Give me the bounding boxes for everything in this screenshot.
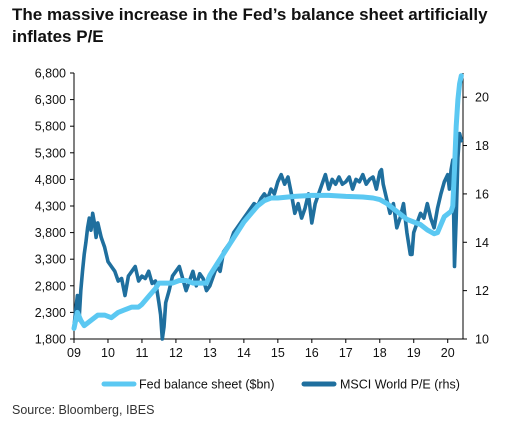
x-tick-label: 16: [305, 346, 319, 360]
right-tick-label: 16: [475, 187, 489, 201]
left-tick-label: 3,800: [35, 226, 66, 240]
left-tick-label: 5,300: [35, 146, 66, 160]
x-axis-ticks: 09 10 11 12 13 14 15 16 17 18 19 20: [67, 339, 455, 360]
x-tick-label: 09: [67, 346, 81, 360]
x-tick-label: 11: [135, 346, 148, 360]
x-tick-label: 18: [373, 346, 387, 360]
x-tick-label: 20: [441, 346, 455, 360]
chart-title: The massive increase in the Fed’s balanc…: [12, 5, 488, 46]
left-tick-label: 6,800: [35, 67, 66, 81]
x-tick-label: 14: [237, 346, 251, 360]
x-tick-label: 13: [203, 346, 217, 360]
x-tick-label: 12: [169, 346, 183, 360]
x-tick-label: 19: [407, 346, 421, 360]
left-axis-ticks: 1,800 2,300 2,800 3,300 3,800 4,300 4,800 5,300…: [35, 67, 74, 347]
left-tick-label: 4,800: [35, 173, 66, 187]
left-tick-label: 2,800: [35, 279, 66, 293]
left-tick-label: 3,300: [35, 253, 66, 267]
source-note: Source: Bloomberg, IBES: [12, 403, 155, 417]
x-tick-label: 10: [101, 346, 115, 360]
left-tick-label: 6,300: [35, 93, 66, 107]
legend-label-pe: MSCI World P/E (rhs): [340, 378, 460, 392]
left-tick-label: 2,300: [35, 306, 66, 320]
right-tick-label: 12: [475, 284, 489, 298]
fed-balance-sheet-line: [71, 73, 464, 331]
right-tick-label: 18: [475, 139, 489, 153]
right-tick-label: 14: [475, 236, 489, 250]
x-tick-label: 17: [339, 346, 353, 360]
legend-label-fed: Fed balance sheet ($bn): [139, 378, 275, 392]
right-tick-label: 10: [475, 333, 489, 347]
right-tick-label: 20: [475, 91, 489, 105]
series-layer: [71, 73, 464, 341]
legend: Fed balance sheet ($bn) MSCI World P/E (…: [101, 378, 460, 392]
x-tick-label: 15: [271, 346, 285, 360]
left-tick-label: 5,800: [35, 120, 66, 134]
left-tick-label: 4,300: [35, 200, 66, 214]
right-axis-ticks: 10 12 14 16 18 20: [463, 91, 489, 347]
left-tick-label: 1,800: [35, 333, 66, 347]
